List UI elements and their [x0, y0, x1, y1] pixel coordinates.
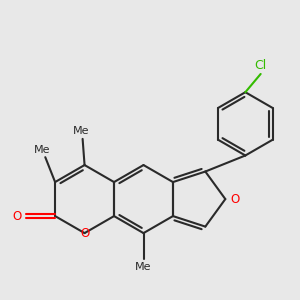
Text: O: O [12, 210, 22, 223]
Text: Me: Me [135, 262, 152, 272]
Text: O: O [80, 226, 89, 240]
Text: Me: Me [34, 145, 50, 154]
Text: O: O [230, 193, 239, 206]
Text: Cl: Cl [254, 59, 267, 72]
Text: Me: Me [72, 126, 89, 136]
